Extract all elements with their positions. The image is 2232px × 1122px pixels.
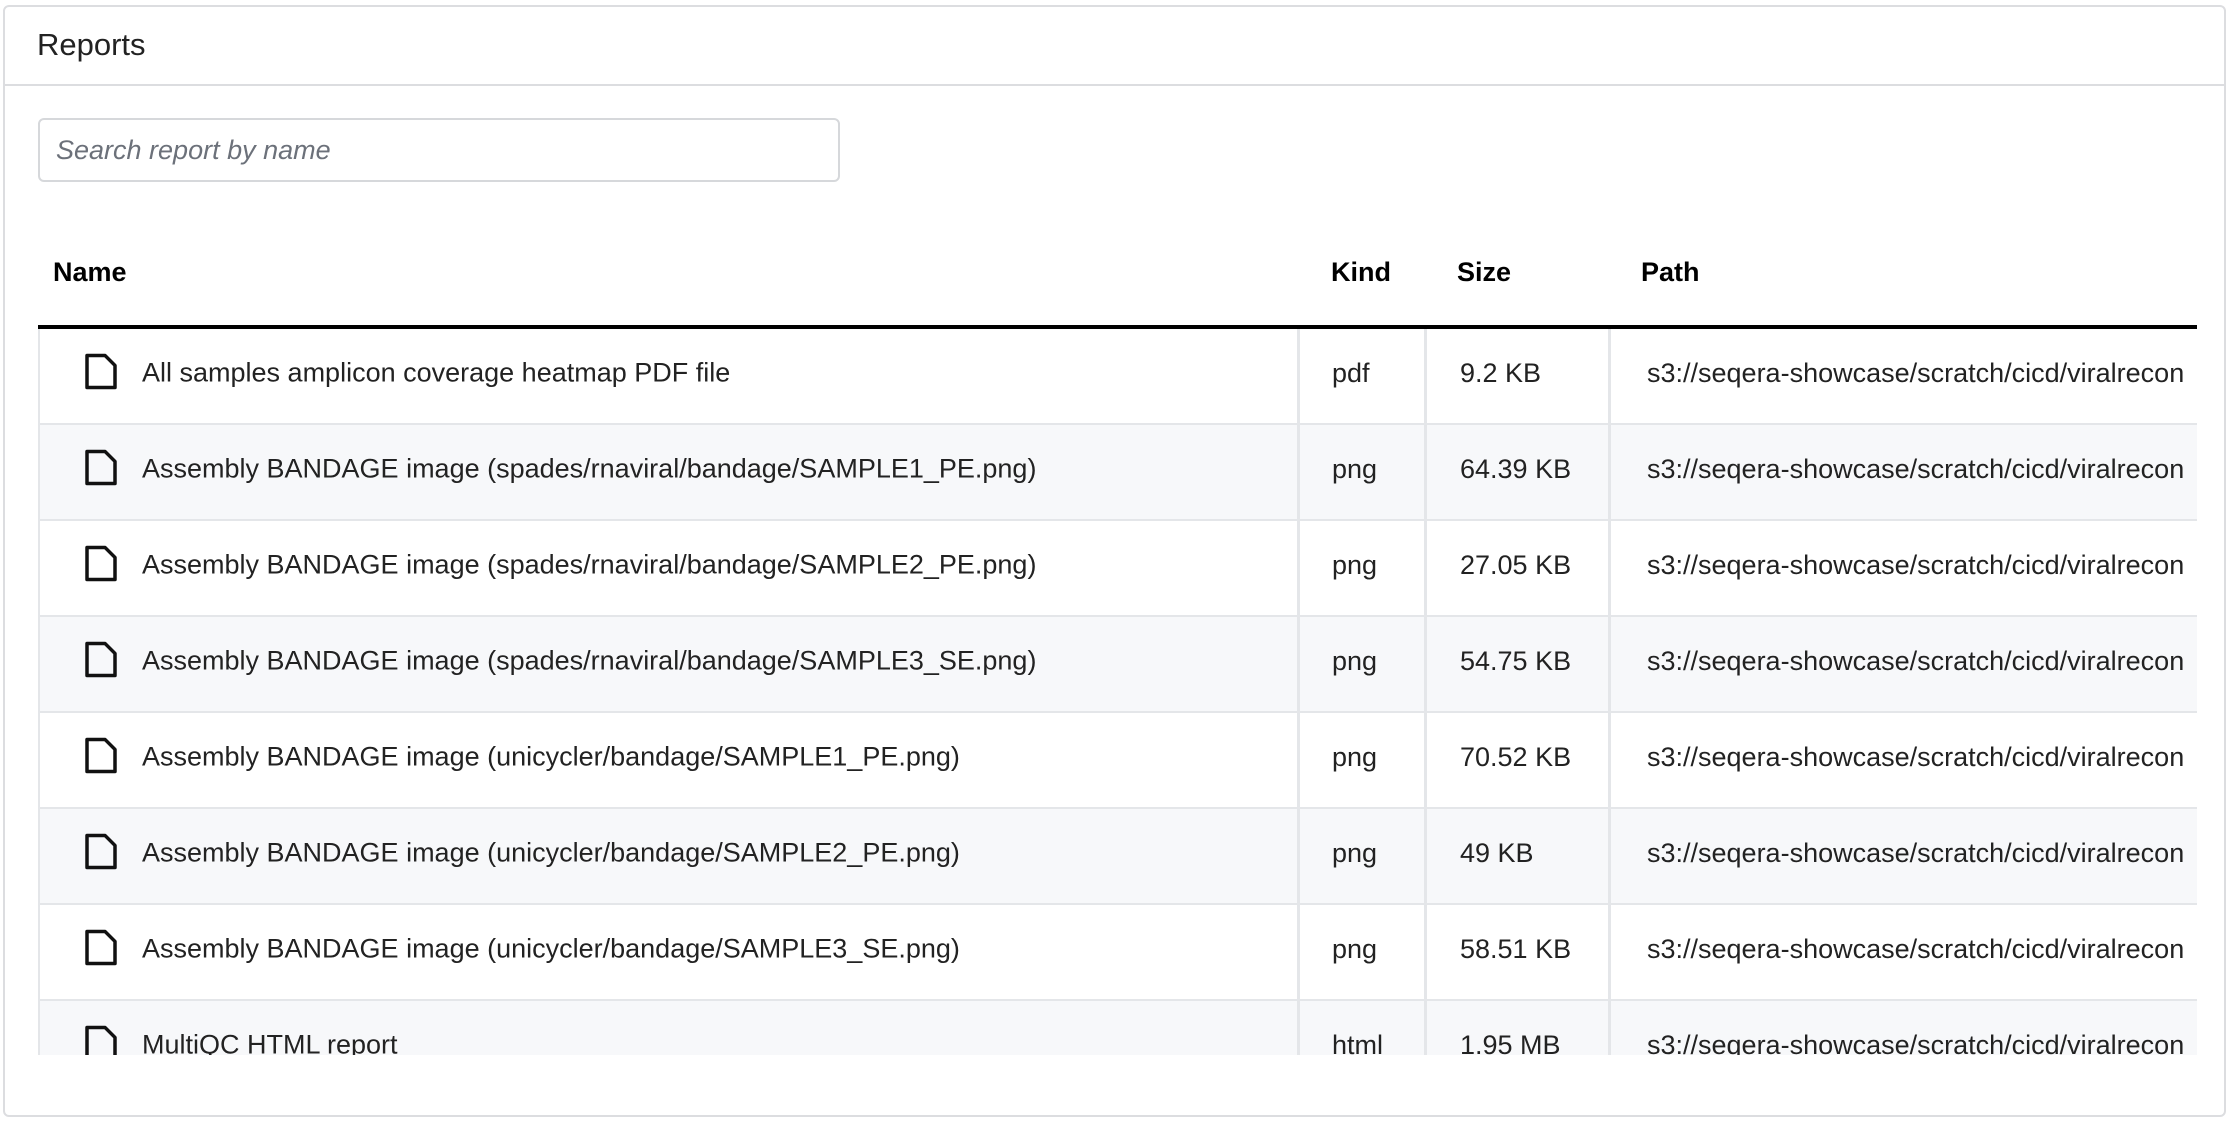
report-name[interactable]: All samples amplicon coverage heatmap PD…	[142, 357, 731, 388]
report-kind: png	[1332, 645, 1378, 676]
reports-table: Name Kind Size Path All samples amplicon…	[38, 227, 2197, 1055]
name-cell: Assembly BANDAGE image (unicycler/bandag…	[40, 905, 1300, 999]
file-icon	[85, 833, 117, 870]
table-row[interactable]: Assembly BANDAGE image (spades/rnaviral/…	[38, 425, 2197, 521]
file-icon	[85, 353, 117, 390]
path-cell: s3://seqera-showcase/scratch/cicd/viralr…	[1611, 617, 2197, 711]
kind-cell: png	[1300, 425, 1427, 519]
table-row[interactable]: Assembly BANDAGE image (spades/rnaviral/…	[38, 521, 2197, 617]
kind-cell: png	[1300, 713, 1427, 807]
reports-card: Reports Name Kind Size Path All samples …	[3, 5, 2226, 1117]
report-path: s3://seqera-showcase/scratch/cicd/viralr…	[1647, 549, 2185, 580]
report-path: s3://seqera-showcase/scratch/cicd/viralr…	[1647, 453, 2185, 484]
report-kind: png	[1332, 453, 1378, 484]
kind-cell: png	[1300, 905, 1427, 999]
file-icon	[85, 929, 117, 966]
report-kind: html	[1332, 1029, 1384, 1055]
column-header-path[interactable]: Path	[1641, 257, 1700, 287]
file-icon	[85, 449, 117, 486]
table-row[interactable]: Assembly BANDAGE image (spades/rnaviral/…	[38, 617, 2197, 713]
report-name[interactable]: Assembly BANDAGE image (spades/rnaviral/…	[142, 453, 1037, 484]
kind-cell: png	[1300, 617, 1427, 711]
path-cell: s3://seqera-showcase/scratch/cicd/viralr…	[1611, 809, 2197, 903]
report-path: s3://seqera-showcase/scratch/cicd/viralr…	[1647, 645, 2185, 676]
size-cell: 70.52 KB	[1427, 713, 1611, 807]
table-row[interactable]: MultiQC HTML report html 1.95 MB s3://se…	[38, 1001, 2197, 1055]
report-path: s3://seqera-showcase/scratch/cicd/viralr…	[1647, 741, 2185, 772]
report-size: 27.05 KB	[1460, 549, 1572, 580]
path-cell: s3://seqera-showcase/scratch/cicd/viralr…	[1611, 1001, 2197, 1055]
size-cell: 1.95 MB	[1427, 1001, 1611, 1055]
path-cell: s3://seqera-showcase/scratch/cicd/viralr…	[1611, 329, 2197, 423]
report-size: 70.52 KB	[1460, 741, 1572, 772]
report-size: 49 KB	[1460, 837, 1534, 868]
path-cell: s3://seqera-showcase/scratch/cicd/viralr…	[1611, 905, 2197, 999]
report-name[interactable]: Assembly BANDAGE image (unicycler/bandag…	[142, 741, 960, 772]
report-size: 64.39 KB	[1460, 453, 1572, 484]
name-cell: Assembly BANDAGE image (unicycler/bandag…	[40, 809, 1300, 903]
path-cell: s3://seqera-showcase/scratch/cicd/viralr…	[1611, 521, 2197, 615]
kind-cell: png	[1300, 809, 1427, 903]
report-name[interactable]: MultiQC HTML report	[142, 1029, 398, 1055]
card-header: Reports	[5, 7, 2224, 86]
name-cell: Assembly BANDAGE image (unicycler/bandag…	[40, 713, 1300, 807]
kind-cell: html	[1300, 1001, 1427, 1055]
report-path: s3://seqera-showcase/scratch/cicd/viralr…	[1647, 1029, 2185, 1055]
size-cell: 27.05 KB	[1427, 521, 1611, 615]
report-name[interactable]: Assembly BANDAGE image (spades/rnaviral/…	[142, 645, 1037, 676]
kind-cell: png	[1300, 521, 1427, 615]
table-row[interactable]: Assembly BANDAGE image (unicycler/bandag…	[38, 713, 2197, 809]
report-path: s3://seqera-showcase/scratch/cicd/viralr…	[1647, 837, 2185, 868]
size-cell: 58.51 KB	[1427, 905, 1611, 999]
name-cell: Assembly BANDAGE image (spades/rnaviral/…	[40, 617, 1300, 711]
column-header-name[interactable]: Name	[53, 257, 127, 287]
table-header: Name Kind Size Path	[38, 227, 2197, 329]
path-cell: s3://seqera-showcase/scratch/cicd/viralr…	[1611, 425, 2197, 519]
file-icon	[85, 1025, 117, 1055]
report-kind: png	[1332, 837, 1378, 868]
report-size: 9.2 KB	[1460, 357, 1542, 388]
report-name[interactable]: Assembly BANDAGE image (unicycler/bandag…	[142, 933, 960, 964]
table-row[interactable]: All samples amplicon coverage heatmap PD…	[38, 329, 2197, 425]
file-icon	[85, 641, 117, 678]
column-header-size[interactable]: Size	[1457, 257, 1512, 287]
report-size: 54.75 KB	[1460, 645, 1572, 676]
file-icon	[85, 545, 117, 582]
card-title: Reports	[37, 27, 146, 62]
name-cell: MultiQC HTML report	[40, 1001, 1300, 1055]
file-icon	[85, 737, 117, 774]
size-cell: 64.39 KB	[1427, 425, 1611, 519]
report-kind: png	[1332, 741, 1378, 772]
report-path: s3://seqera-showcase/scratch/cicd/viralr…	[1647, 357, 2185, 388]
report-kind: png	[1332, 933, 1378, 964]
search-input[interactable]	[38, 118, 840, 182]
table-row[interactable]: Assembly BANDAGE image (unicycler/bandag…	[38, 809, 2197, 905]
report-path: s3://seqera-showcase/scratch/cicd/viralr…	[1647, 933, 2185, 964]
name-cell: Assembly BANDAGE image (spades/rnaviral/…	[40, 425, 1300, 519]
report-name[interactable]: Assembly BANDAGE image (unicycler/bandag…	[142, 837, 960, 868]
report-kind: png	[1332, 549, 1378, 580]
column-header-kind[interactable]: Kind	[1331, 257, 1391, 287]
report-size: 1.95 MB	[1460, 1029, 1561, 1055]
report-kind: pdf	[1332, 357, 1370, 388]
size-cell: 9.2 KB	[1427, 329, 1611, 423]
size-cell: 54.75 KB	[1427, 617, 1611, 711]
name-cell: All samples amplicon coverage heatmap PD…	[40, 329, 1300, 423]
path-cell: s3://seqera-showcase/scratch/cicd/viralr…	[1611, 713, 2197, 807]
report-name[interactable]: Assembly BANDAGE image (spades/rnaviral/…	[142, 549, 1037, 580]
table-row[interactable]: Assembly BANDAGE image (unicycler/bandag…	[38, 905, 2197, 1001]
table-body: All samples amplicon coverage heatmap PD…	[38, 329, 2197, 1055]
size-cell: 49 KB	[1427, 809, 1611, 903]
kind-cell: pdf	[1300, 329, 1427, 423]
report-size: 58.51 KB	[1460, 933, 1572, 964]
name-cell: Assembly BANDAGE image (spades/rnaviral/…	[40, 521, 1300, 615]
